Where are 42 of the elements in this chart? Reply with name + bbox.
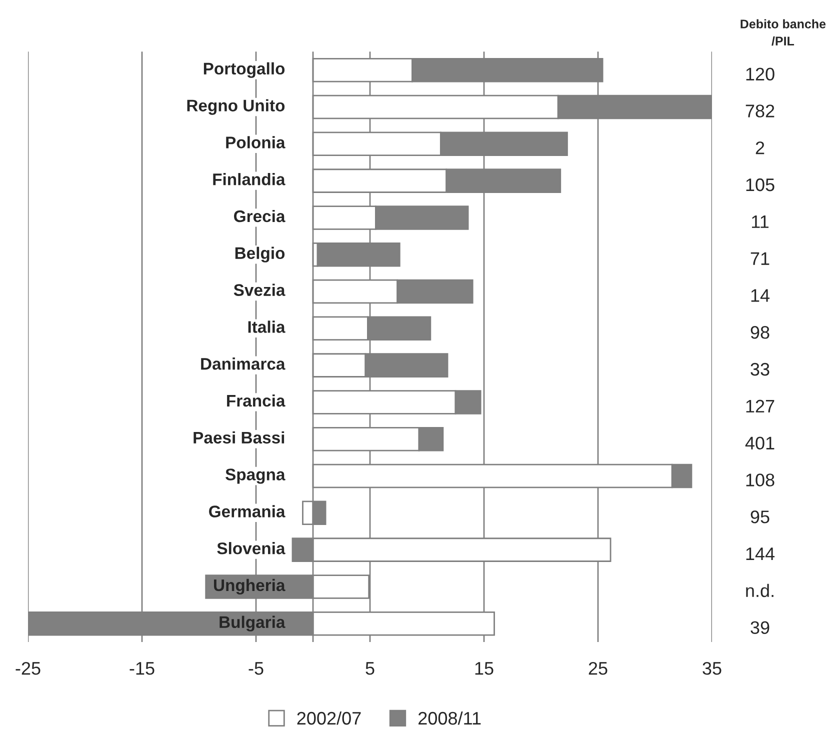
y-tick-label: Svezia — [234, 284, 286, 296]
x-tick-label: -5 — [248, 662, 264, 675]
text: n.d. — [746, 584, 774, 598]
text: 11 — [752, 215, 768, 228]
x-tick-label: 5 — [366, 662, 374, 675]
y-tick-label: Spagna — [226, 468, 286, 484]
y-tick-label: Paesi Bassi — [194, 431, 284, 444]
x-tick-label: -15 — [130, 662, 154, 675]
y-tick-label: Bulgaria — [220, 616, 286, 632]
legend-label: 2002/07 — [297, 711, 361, 725]
text: 105 — [746, 178, 774, 192]
y-tick-label: Francia — [227, 394, 286, 407]
text: 108 — [746, 474, 774, 486]
text: 33 — [750, 362, 770, 376]
y-tick-label: Portogallo — [204, 62, 285, 78]
y-tick-label: Polonia — [226, 136, 286, 148]
text: 144 — [746, 548, 775, 560]
y-tick-label: Ungheria — [214, 578, 286, 595]
y-tick-label: Germania — [209, 505, 286, 518]
y-tick-label: Belgio — [235, 246, 285, 262]
y-tick-label: Regno Unito — [187, 99, 285, 115]
y-tick-label: Italia — [248, 320, 286, 333]
text: 14 — [751, 289, 770, 302]
text: 120 — [746, 68, 774, 80]
text: 39 — [750, 621, 770, 634]
y-tick-label: Grecia — [234, 210, 286, 222]
text: 95 — [750, 510, 770, 524]
text: Debito banche /PIL — [740, 19, 826, 46]
x-tick-label: -25 — [16, 662, 40, 675]
text: 401 — [745, 436, 774, 450]
x-tick-label: 25 — [588, 662, 608, 675]
y-tick-label: Danimarca — [201, 358, 286, 370]
text: 782 — [746, 104, 774, 118]
y-tick-label: Slovenia — [217, 542, 286, 554]
text: 98 — [750, 326, 770, 339]
y-tick-label: Finlandia — [213, 173, 286, 186]
text: 2 — [756, 142, 764, 154]
text: 127 — [746, 400, 774, 412]
x-tick-label: 15 — [475, 662, 494, 675]
text: 71 — [750, 252, 770, 265]
x-tick-label: 35 — [702, 662, 722, 675]
legend-label: 2008/11 — [418, 711, 481, 725]
